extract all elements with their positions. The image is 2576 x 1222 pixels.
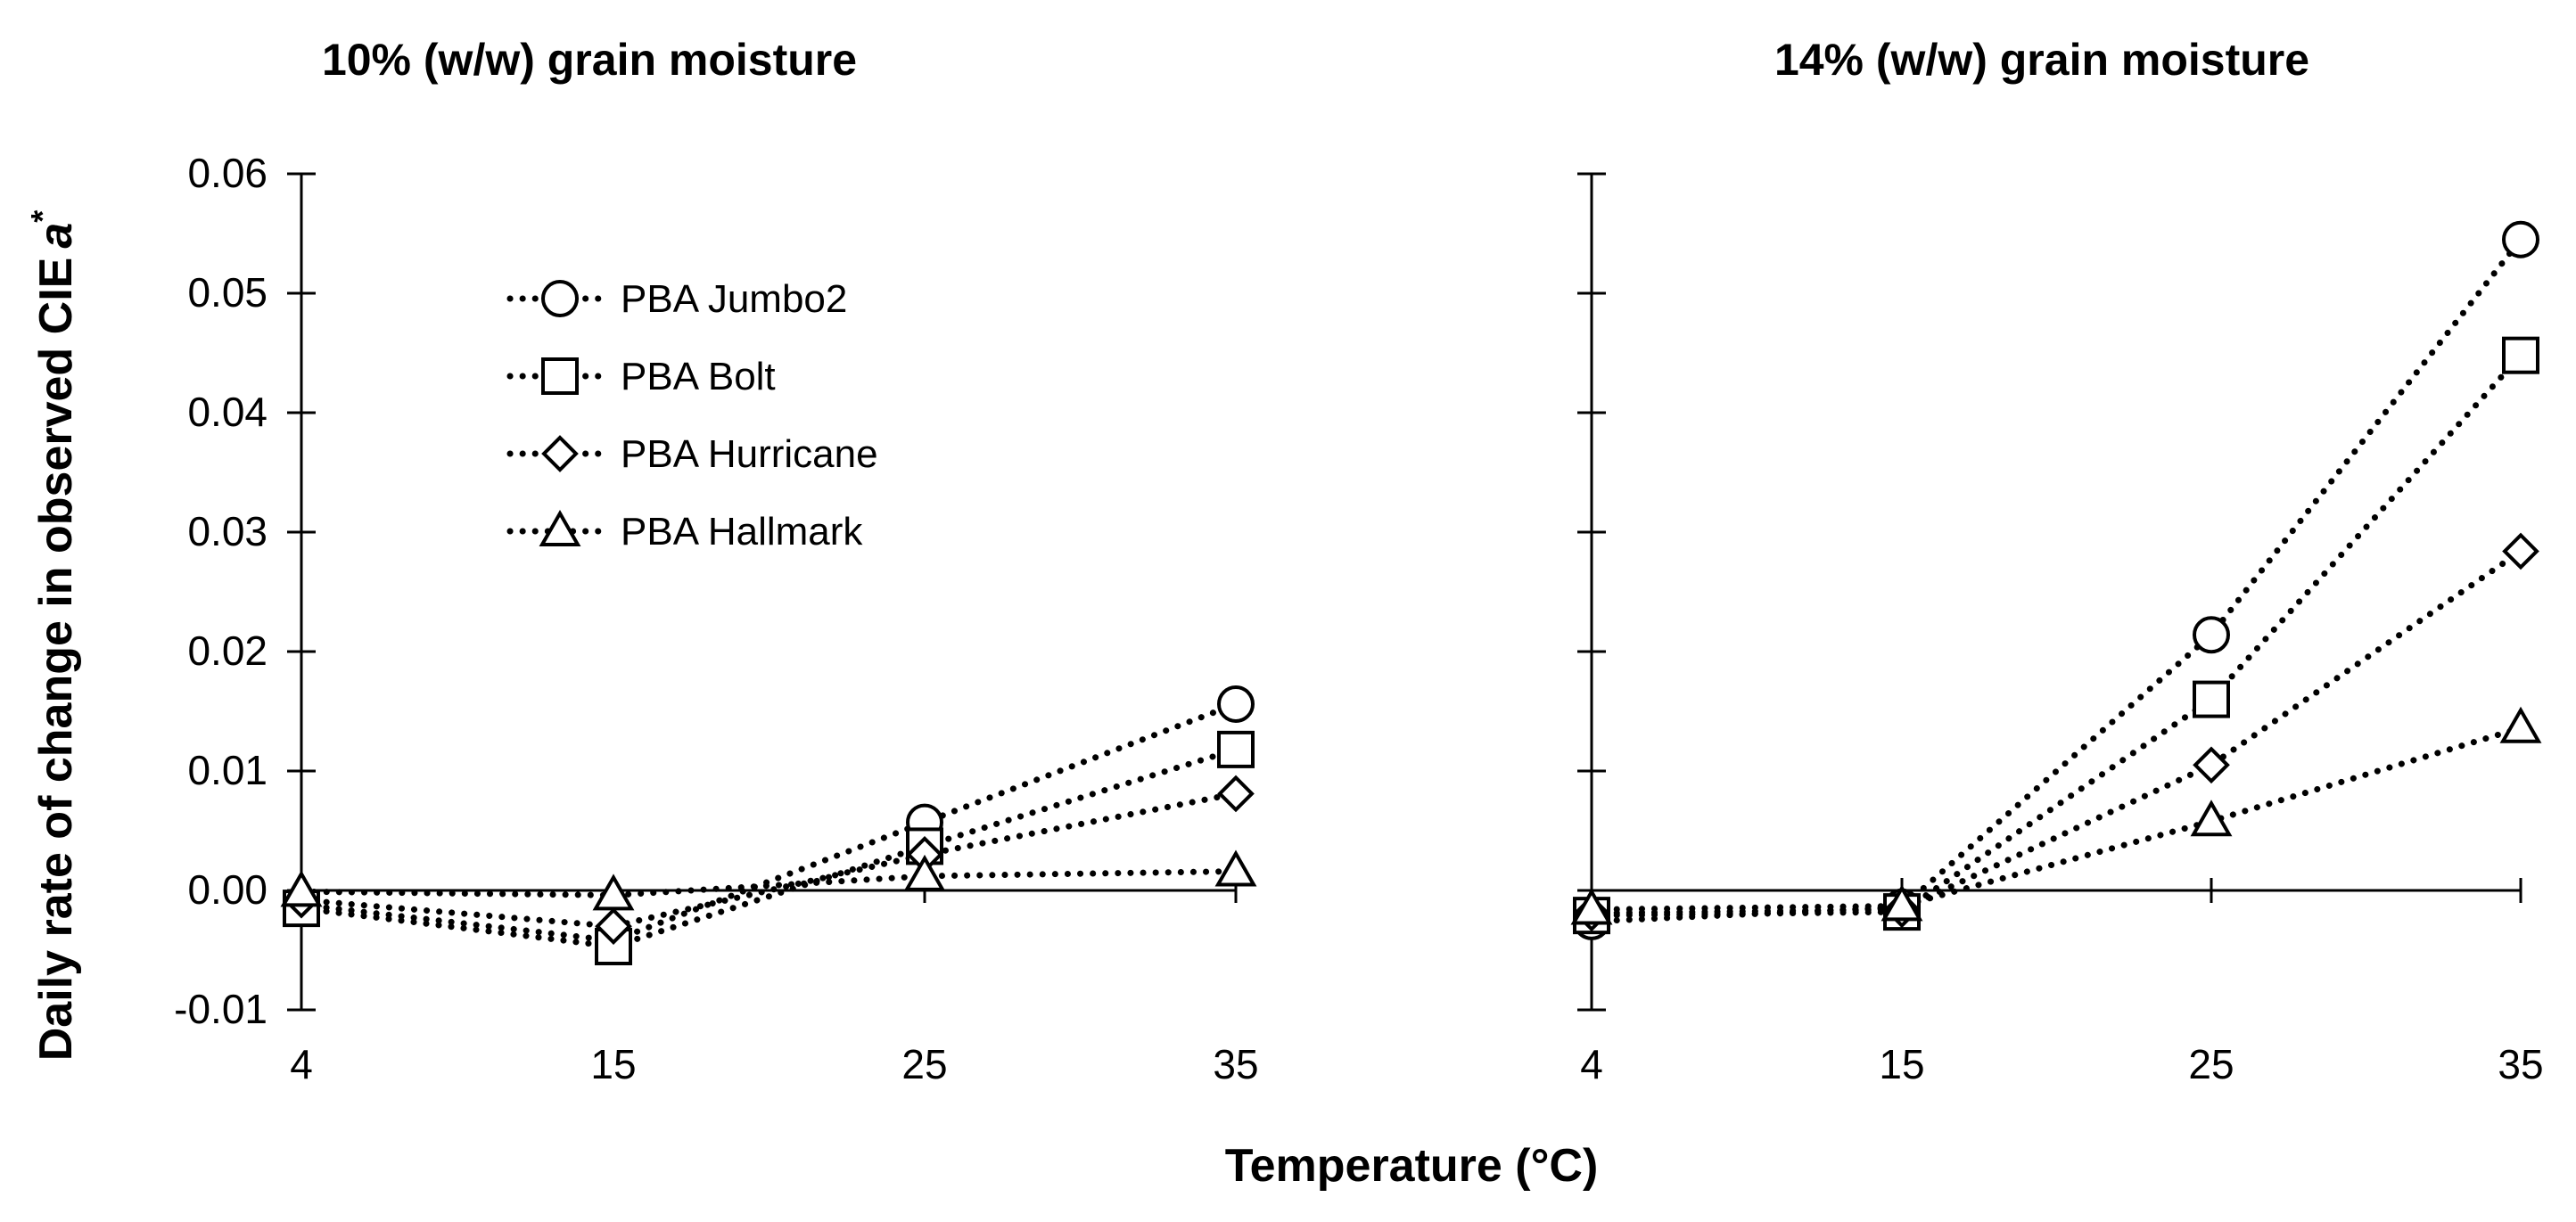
left-point-pba-hallmark	[280, 870, 323, 907]
y-tick-label: 0.03	[187, 508, 267, 554]
y-axis-label-superscript: *	[24, 210, 61, 223]
left-series-line-pba-bolt	[298, 746, 1239, 950]
legend-label: PBA Bolt	[621, 355, 776, 398]
right-point-pba-hallmark	[2499, 706, 2542, 743]
left-point-pba-hurricane	[595, 907, 632, 946]
y-tick-label: 0.00	[187, 866, 267, 913]
left-point-pba-hallmark	[592, 873, 635, 911]
legend-label: PBA Jumbo2	[621, 277, 847, 321]
left-x-tick-label: 25	[901, 1041, 947, 1087]
legend-marker-triangle	[539, 509, 581, 546]
right-point-pba-jumbo2	[2502, 220, 2539, 258]
left-panel-title: 10% (w/w) grain moisture	[322, 35, 857, 85]
right-series-line-pba-hurricane	[1588, 547, 2524, 916]
left-point-pba-bolt	[1217, 730, 1255, 768]
right-point-pba-hurricane	[2193, 746, 2230, 784]
right-point-pba-hallmark	[2190, 800, 2233, 837]
legend: PBA Jumbo2 PBA Bolt PBA Hurricane PBA Hallm…	[506, 277, 878, 554]
right-series-line-pba-bolt	[1588, 352, 2524, 919]
right-point-pba-hallmark	[1881, 884, 1923, 922]
y-tick-label: 0.04	[187, 389, 267, 435]
legend-label: PBA Hallmark	[621, 510, 863, 554]
left-point-pba-jumbo2	[1217, 685, 1255, 723]
right-point-pba-bolt	[2193, 680, 2230, 718]
right-x-tick-label: 4	[1580, 1041, 1603, 1087]
right-point-pba-hallmark	[1570, 888, 1613, 925]
left-x-tick-label: 35	[1213, 1041, 1258, 1087]
left-x-tick-label: 4	[290, 1041, 313, 1087]
left-point-pba-hurricane	[1217, 775, 1255, 813]
y-tick-label: 0.02	[187, 627, 267, 674]
left-series-line-pba-hallmark	[298, 868, 1239, 898]
y-axis-label: Daily rate of change in observed CIE a*	[24, 210, 83, 1062]
right-x-tick-label: 35	[2498, 1041, 2543, 1087]
right-point-pba-hurricane	[2502, 532, 2539, 570]
legend-label: PBA Hurricane	[621, 432, 878, 476]
right-series-line-pba-jumbo2	[1588, 236, 2524, 925]
left-point-pba-hallmark	[1214, 849, 1257, 887]
y-axis-label-text: Daily rate of change in observed CIE	[30, 258, 82, 1062]
y-tick-label: 0.01	[187, 747, 267, 793]
right-x-tick-label: 25	[2188, 1041, 2234, 1087]
right-series-line-pba-hallmark	[1588, 725, 2524, 913]
left-panel: 10% (w/w) grain moisture -0.01 0.00 0.01 0.…	[174, 35, 1258, 1087]
right-x-tick-label: 15	[1879, 1041, 1924, 1087]
y-tick-label: 0.06	[187, 150, 267, 196]
x-axis-label: Temperature (°C)	[1225, 1140, 1599, 1192]
legend-marker-square	[541, 357, 579, 395]
right-panel-title: 14% (w/w) grain moisture	[1774, 35, 2309, 85]
left-point-pba-hallmark	[903, 854, 946, 891]
left-x-tick-label: 15	[590, 1041, 636, 1087]
left-series-line-pba-jumbo2	[298, 701, 1239, 944]
y-tick-label: -0.01	[174, 986, 267, 1032]
legend-marker-diamond	[541, 435, 579, 472]
left-series-line-pba-hurricane	[298, 790, 1239, 930]
y-tick-label: 0.05	[187, 269, 267, 316]
right-point-pba-jumbo2	[2193, 616, 2230, 654]
right-panel: 14% (w/w) grain moisture 4 15 25 35	[1570, 35, 2544, 1087]
y-axis-label-symbol: a	[30, 223, 82, 249]
right-point-pba-bolt	[2502, 336, 2539, 374]
legend-marker-circle	[541, 280, 579, 317]
